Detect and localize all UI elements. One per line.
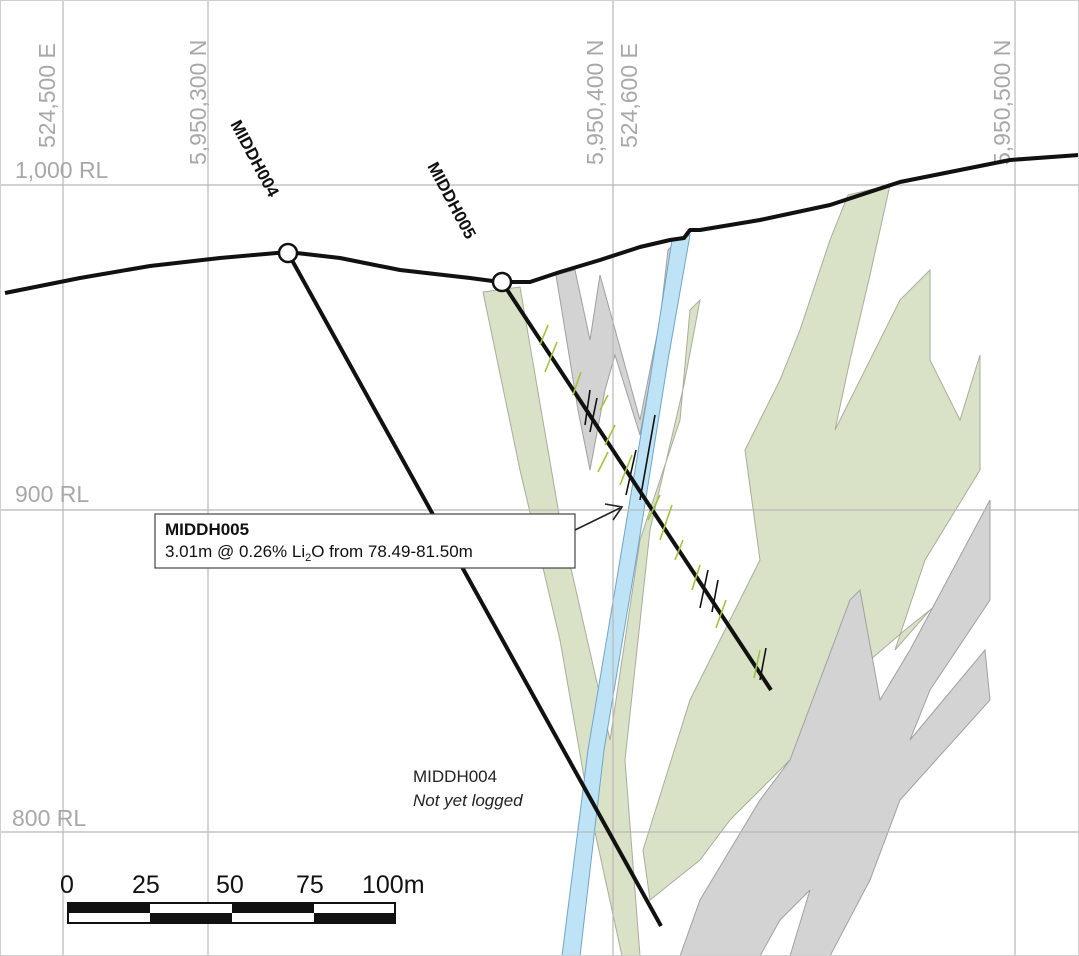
collar-middh005-marker[interactable] (491, 271, 513, 293)
callout-leader (574, 507, 621, 531)
callout-text: 3.01m @ 0.26% Li2O from 78.49-81.50m (165, 542, 473, 564)
callout-arrowhead (604, 503, 624, 521)
pegmatite-unit (482, 286, 701, 956)
scale-label: 75 (296, 871, 324, 899)
geology-units (482, 184, 991, 956)
northing-label: 5,950,500 N (989, 40, 1015, 165)
scale-label: 50 (216, 871, 244, 899)
drillhole-label-middh005: MIDDH005 (423, 159, 479, 242)
note-hole-name: MIDDH004 (413, 767, 497, 786)
rl-label: 900 RL (15, 481, 89, 507)
easting-label: 524,500 E (34, 43, 60, 148)
dyke-unit (561, 234, 691, 956)
drillhole-trace-middh004 (286, 252, 663, 927)
scale-label: 25 (132, 871, 160, 899)
grid-labels: 524,500 E 524,600 E 5,950,300 N 5,950,40… (12, 40, 1015, 831)
callout-box (154, 513, 576, 569)
drillhole-label-middh004: MIDDH004 (226, 117, 283, 201)
scale-label: 0 (60, 871, 74, 899)
drillhole-traces (286, 252, 773, 927)
host-unit (679, 499, 991, 956)
collar-middh004-marker[interactable] (277, 242, 299, 264)
rl-label: 800 RL (12, 805, 86, 831)
intercept-callout: MIDDH005 3.01m @ 0.26% Li2O from 78.49-8… (154, 503, 624, 569)
drillhole-trace-middh005 (500, 280, 773, 692)
rl-label: 1,000 RL (15, 157, 109, 183)
northing-label: 5,950,300 N (185, 40, 211, 165)
northing-label: 5,950,400 N (582, 40, 608, 165)
scale-bar: 0 25 50 75 100m (60, 871, 425, 924)
collars (277, 242, 513, 293)
note-status: Not yet logged (413, 791, 523, 810)
topography-line (4, 153, 1079, 295)
structure-ticks (539, 324, 767, 681)
scale-label: 100m (362, 871, 425, 899)
easting-label: 524,600 E (616, 43, 642, 148)
callout-title: MIDDH005 (165, 520, 249, 539)
